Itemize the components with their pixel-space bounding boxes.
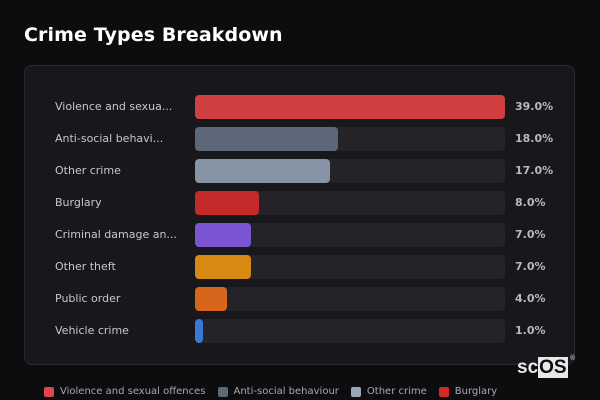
legend-swatch-icon	[350, 386, 361, 397]
bar-value: 7.0%	[515, 260, 546, 273]
bar-track	[195, 127, 505, 151]
legend-label: Anti-social behaviour	[233, 386, 339, 397]
bar-track	[195, 255, 505, 279]
scos-logo: scOS ®	[517, 355, 575, 379]
chart-card: Violence and sexua... 39.0% Anti-social be…	[24, 65, 575, 365]
bar-row: Anti-social behavi... 18.0%	[25, 127, 574, 151]
logo-box: OS	[538, 357, 568, 378]
legend-item[interactable]: Anti-social behaviour	[217, 386, 339, 397]
bar-label: Other crime	[55, 164, 121, 177]
logo-prefix: sc	[517, 357, 539, 378]
legend-swatch-icon	[44, 386, 54, 397]
legend-swatch-icon	[438, 386, 449, 397]
legend-item[interactable]: Burglary	[438, 386, 498, 397]
legend-label: Burglary	[454, 386, 498, 397]
chart-legend: Violence and sexual offences Anti-social …	[44, 386, 497, 397]
bar-fill[interactable]	[195, 159, 331, 183]
bar-value: 17.0%	[515, 164, 554, 177]
bar-fill[interactable]	[195, 287, 227, 311]
bar-fill[interactable]	[195, 223, 251, 247]
bar-value: 1.0%	[515, 324, 546, 337]
bar-label: Violence and sexua...	[55, 100, 173, 113]
bar-row: Vehicle crime 1.0%	[25, 319, 574, 343]
bar-track	[195, 223, 505, 247]
bar-label: Vehicle crime	[55, 324, 129, 337]
bar-value: 18.0%	[515, 132, 554, 145]
bar-label: Other theft	[55, 260, 116, 273]
bar-fill[interactable]	[195, 319, 203, 343]
bar-track	[195, 287, 505, 311]
legend-item[interactable]: Violence and sexual offences	[44, 386, 206, 397]
bar-row: Criminal damage an... 7.0%	[25, 223, 574, 247]
bar-label: Burglary	[55, 196, 102, 209]
bar-track	[195, 159, 505, 183]
legend-label: Other crime	[366, 386, 427, 397]
bar-track	[195, 95, 505, 119]
legend-swatch-icon	[217, 386, 228, 397]
bar-row: Burglary 8.0%	[25, 191, 574, 215]
bar-value: 8.0%	[515, 196, 546, 209]
page-title: Crime Types Breakdown	[24, 24, 283, 46]
legend-item[interactable]: Other crime	[350, 386, 427, 397]
bar-fill[interactable]	[195, 255, 251, 279]
bar-row: Other theft 7.0%	[25, 255, 574, 279]
bar-label: Criminal damage an...	[55, 228, 177, 241]
bar-fill[interactable]	[195, 191, 259, 215]
bar-label: Public order	[55, 292, 121, 305]
bar-fill[interactable]	[195, 95, 505, 119]
bar-track	[195, 319, 505, 343]
bar-value: 7.0%	[515, 228, 546, 241]
legend-label: Violence and sexual offences	[60, 386, 206, 397]
bar-label: Anti-social behavi...	[55, 132, 164, 145]
bar-value: 39.0%	[515, 100, 554, 113]
bar-fill[interactable]	[195, 127, 339, 151]
bar-row: Public order 4.0%	[25, 287, 574, 311]
bar-value: 4.0%	[515, 292, 546, 305]
registered-icon: ®	[570, 355, 576, 362]
bar-track	[195, 191, 505, 215]
bar-row: Other crime 17.0%	[25, 159, 574, 183]
bar-row: Violence and sexua... 39.0%	[25, 95, 574, 119]
